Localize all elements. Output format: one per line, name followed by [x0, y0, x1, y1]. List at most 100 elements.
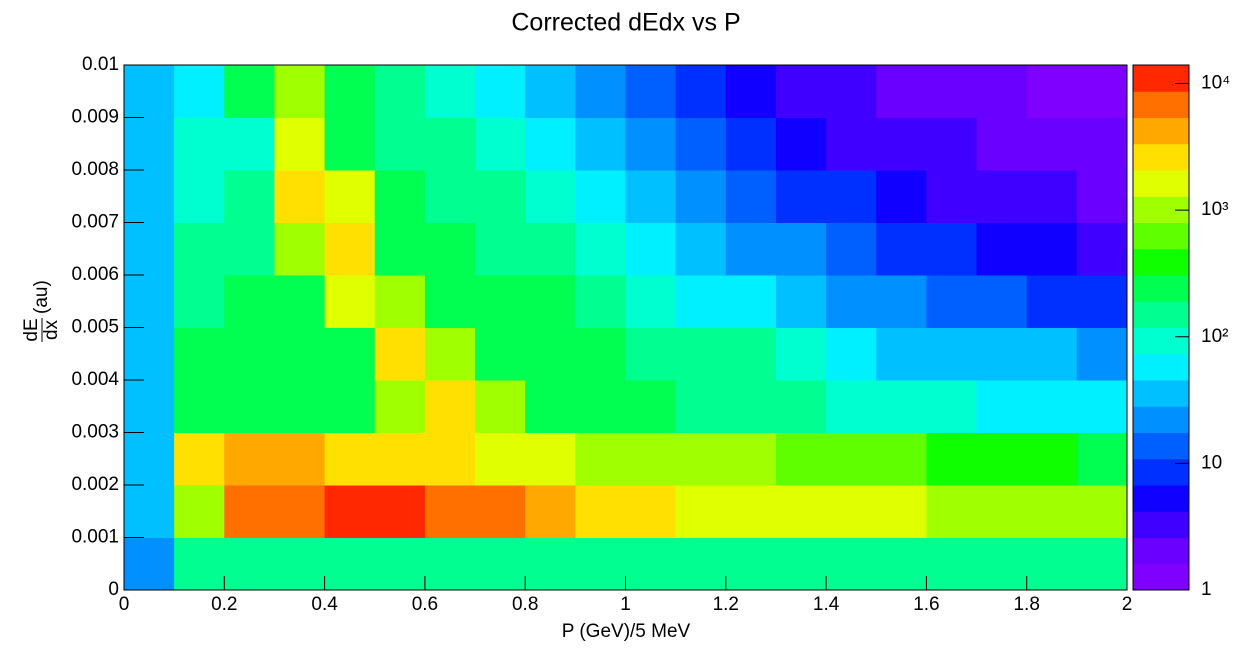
- heat-cell: [876, 170, 927, 223]
- heat-cell: [775, 485, 827, 538]
- heat-cell: [725, 432, 777, 486]
- heat-cell: [575, 537, 626, 591]
- heat-cell: [424, 117, 476, 171]
- heat-cell: [1026, 222, 1078, 276]
- heat-cell: [174, 537, 225, 591]
- heat-cell: [775, 327, 827, 381]
- x-tick-label: 1: [620, 594, 631, 615]
- heat-cell: [675, 117, 727, 171]
- heat-cell: [124, 117, 175, 171]
- heat-cell: [725, 327, 777, 381]
- heat-cell: [374, 222, 426, 276]
- heat-cell: [274, 380, 326, 433]
- heat-cell: [725, 537, 777, 591]
- heat-cell: [826, 537, 877, 591]
- heat-cell: [124, 65, 175, 118]
- heat-cell: [374, 275, 426, 328]
- colorbar-swatch: [1133, 117, 1189, 145]
- colorbar-swatch: [1133, 327, 1189, 355]
- colorbar-swatch: [1133, 537, 1189, 565]
- colorbar-swatch: [1133, 301, 1189, 328]
- heat-cell: [675, 222, 727, 276]
- heat-cell: [525, 327, 576, 381]
- heat-cell: [324, 537, 376, 591]
- heat-cell: [224, 275, 275, 328]
- heat-cell: [174, 327, 225, 381]
- heat-cell: [876, 485, 927, 538]
- heat-cell: [1076, 222, 1128, 276]
- heat-cell: [475, 485, 526, 538]
- x-tick-label: 2: [1122, 594, 1133, 615]
- heat-cell: [424, 432, 476, 486]
- heat-cell: [876, 222, 927, 276]
- colorbar-swatch: [1133, 406, 1189, 433]
- heat-cell: [926, 117, 978, 171]
- heat-cell: [374, 485, 426, 538]
- heat-cell: [1076, 432, 1128, 486]
- heat-cell: [525, 65, 576, 118]
- colorbar-swatch: [1133, 380, 1189, 407]
- heat-cell: [826, 170, 877, 223]
- colorbar-swatch: [1133, 222, 1189, 250]
- heat-cell: [174, 380, 225, 433]
- heat-cell: [775, 170, 827, 223]
- heat-cell: [124, 275, 175, 328]
- heat-cell: [424, 170, 476, 223]
- heat-cell: [324, 380, 376, 433]
- heat-cell: [525, 537, 576, 591]
- heat-cell: [274, 327, 326, 381]
- colorbar-swatch: [1133, 511, 1189, 538]
- heat-cell: [374, 65, 426, 118]
- heat-cell: [926, 65, 978, 118]
- heat-cell: [826, 65, 877, 118]
- x-tick-label: 0.6: [412, 594, 438, 615]
- y-title-denominator: dx: [41, 319, 62, 340]
- y-tick-label: 0.007: [71, 212, 119, 233]
- heat-cell: [1076, 380, 1128, 433]
- heat-cell: [575, 65, 626, 118]
- y-tick-label: 0.009: [71, 107, 119, 128]
- heat-cell: [1076, 537, 1128, 591]
- x-tick-label: 1.2: [713, 594, 739, 615]
- colorbar-swatch: [1133, 275, 1189, 302]
- heat-cell: [826, 222, 877, 276]
- heat-cell: [274, 65, 326, 118]
- heat-cell: [224, 380, 275, 433]
- heat-cell: [224, 222, 275, 276]
- colorbar-swatch: [1133, 143, 1189, 171]
- x-tick-label: 1.4: [813, 594, 840, 615]
- heat-cell: [274, 537, 326, 591]
- heat-cell: [475, 65, 526, 118]
- heat-cell: [424, 485, 476, 538]
- heat-cell: [324, 485, 376, 538]
- heat-cell: [124, 432, 175, 486]
- heat-cell: [775, 117, 827, 171]
- heat-cell: [424, 327, 476, 381]
- x-tick-label: 0: [119, 594, 130, 615]
- heat-cell: [675, 170, 727, 223]
- heat-cell: [1026, 170, 1078, 223]
- heat-cell: [876, 65, 927, 118]
- heat-cell: [926, 275, 978, 328]
- y-tick-label: 0.004: [71, 369, 119, 390]
- heat-cell: [976, 275, 1028, 328]
- heat-cell: [424, 222, 476, 276]
- heat-cell: [475, 222, 526, 276]
- heat-cell: [575, 380, 626, 433]
- heat-cell: [675, 537, 727, 591]
- heat-cell: [424, 65, 476, 118]
- heat-cell: [675, 485, 727, 538]
- y-tick-label: 0.002: [71, 474, 119, 495]
- heat-cell: [224, 537, 275, 591]
- heat-cell: [575, 117, 626, 171]
- heat-cell: [374, 170, 426, 223]
- heat-cell: [976, 380, 1028, 433]
- heat-cell: [976, 65, 1028, 118]
- heat-cell: [174, 432, 225, 486]
- heat-cell: [976, 327, 1028, 381]
- heat-cell: [124, 222, 175, 276]
- heat-cell: [826, 275, 877, 328]
- heat-cell: [775, 222, 827, 276]
- heat-cell: [374, 537, 426, 591]
